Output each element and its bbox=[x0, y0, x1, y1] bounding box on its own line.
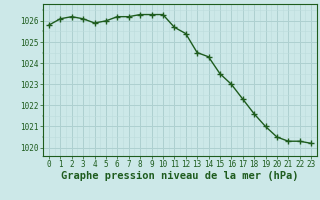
X-axis label: Graphe pression niveau de la mer (hPa): Graphe pression niveau de la mer (hPa) bbox=[61, 171, 299, 181]
